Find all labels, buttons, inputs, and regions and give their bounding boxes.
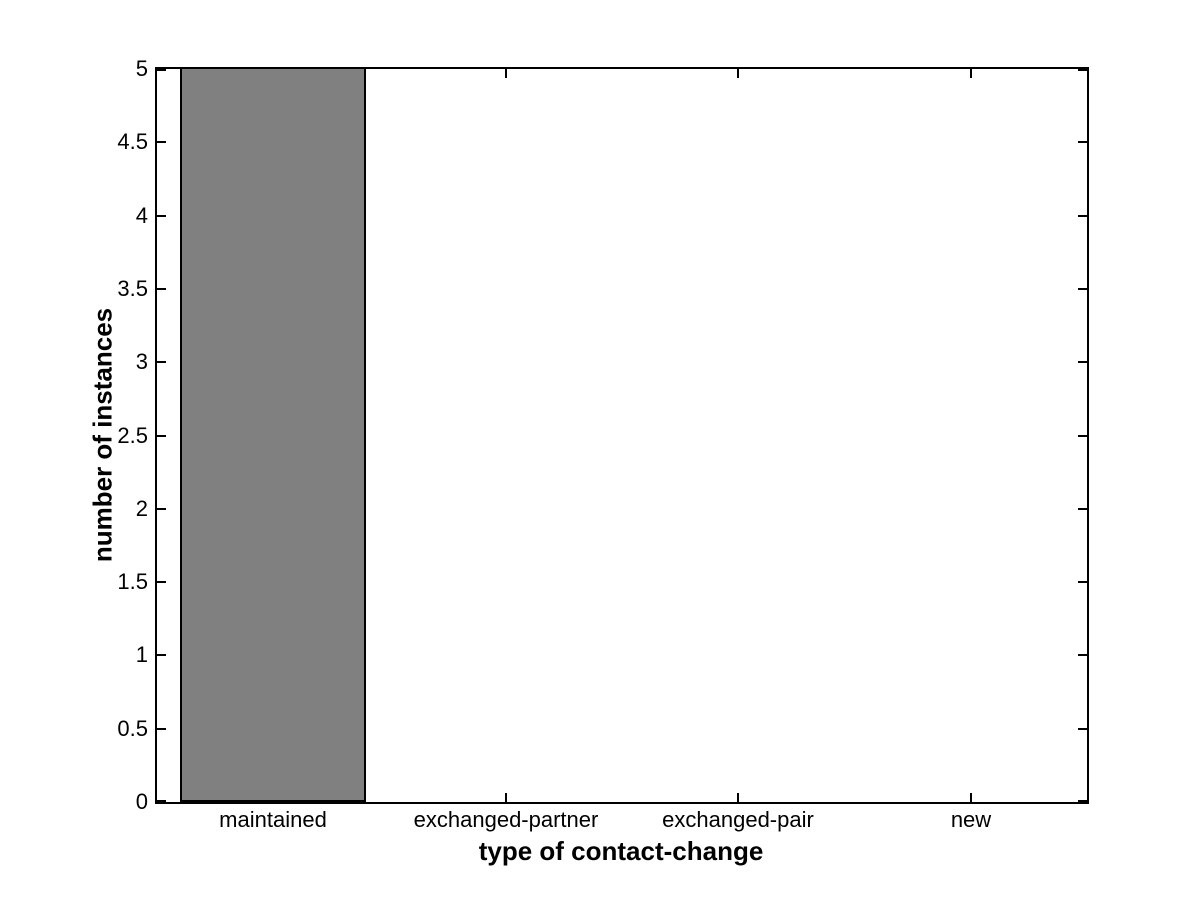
y-tick-label: 0.5 — [117, 716, 148, 741]
y-tick-mark-left — [157, 288, 166, 290]
x-tick-mark-top — [737, 69, 739, 78]
y-tick-label: 2 — [135, 496, 148, 521]
y-tick-mark-right — [1078, 215, 1087, 217]
x-tick-mark-bottom — [737, 793, 739, 802]
y-tick-mark-right — [1078, 654, 1087, 656]
y-tick-label: 2.5 — [117, 423, 148, 448]
y-tick-mark-left — [157, 361, 166, 363]
y-tick-label: 3.5 — [117, 276, 148, 301]
y-tick-mark-right — [1078, 728, 1087, 730]
y-tick-mark-left — [157, 800, 166, 802]
bar-maintained — [180, 67, 366, 802]
y-tick-mark-right — [1078, 508, 1087, 510]
y-tick-mark-right — [1078, 435, 1087, 437]
y-tick-label: 1 — [135, 642, 148, 667]
y-tick-label: 4.5 — [117, 129, 148, 154]
y-tick-mark-left — [157, 654, 166, 656]
y-tick-mark-left — [157, 435, 166, 437]
x-axis-title: type of contact-change — [478, 836, 764, 866]
y-tick-mark-left — [157, 141, 166, 143]
y-tick-mark-right — [1078, 288, 1087, 290]
x-tick-mark-bottom — [505, 793, 507, 802]
x-tick-label-new: new — [950, 807, 992, 832]
x-tick-label-exchanged-partner: exchanged-partner — [413, 807, 599, 832]
y-tick-mark-left — [157, 215, 166, 217]
plot-area — [155, 67, 1089, 804]
y-tick-label: 5 — [135, 56, 148, 81]
y-tick-label: 3 — [135, 349, 148, 374]
y-tick-label: 0 — [135, 789, 148, 814]
y-axis-title: number of instances — [87, 307, 118, 563]
x-tick-label-exchanged-pair: exchanged-pair — [662, 807, 814, 832]
y-tick-mark-right — [1078, 581, 1087, 583]
x-tick-mark-top — [970, 69, 972, 78]
x-tick-label-maintained: maintained — [219, 807, 327, 832]
x-tick-mark-bottom — [970, 793, 972, 802]
y-tick-label: 1.5 — [117, 569, 148, 594]
y-tick-mark-right — [1078, 141, 1087, 143]
y-tick-mark-left — [157, 728, 166, 730]
y-tick-mark-left — [157, 581, 166, 583]
y-tick-label: 4 — [135, 203, 148, 228]
y-tick-mark-right — [1078, 361, 1087, 363]
y-tick-mark-right — [1078, 800, 1087, 802]
y-tick-mark-left — [157, 69, 166, 71]
y-tick-mark-left — [157, 508, 166, 510]
y-tick-mark-right — [1078, 69, 1087, 71]
x-tick-mark-top — [505, 69, 507, 78]
